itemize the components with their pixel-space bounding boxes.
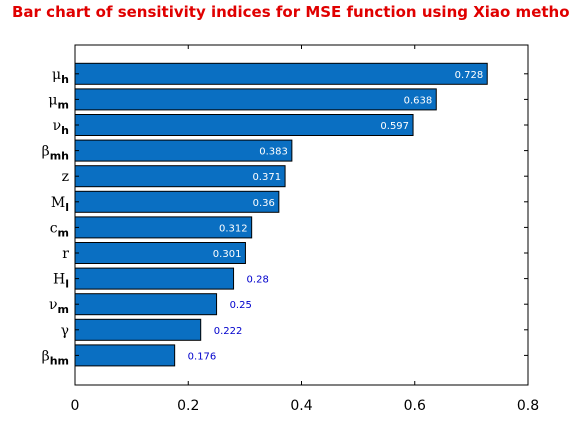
value-label-8: 0.28 xyxy=(247,275,269,286)
bar-11 xyxy=(75,345,175,366)
category-label-8: Hl xyxy=(53,272,69,291)
category-label-9: νm xyxy=(49,297,69,316)
category-label-0: μh xyxy=(52,67,69,86)
category-label-main: ν xyxy=(49,297,58,313)
category-label-main: ν xyxy=(53,118,62,134)
category-label-10: γ xyxy=(61,323,69,339)
value-label-7: 0.301 xyxy=(213,249,242,260)
category-label-sub: l xyxy=(65,201,69,214)
category-label-main: μ xyxy=(52,67,61,83)
category-label-sub: m xyxy=(58,303,69,316)
category-label-sub: mh xyxy=(50,150,69,163)
category-label-3: βmh xyxy=(42,144,69,163)
category-label-main: H xyxy=(53,272,65,288)
bar-9 xyxy=(75,294,217,315)
bar-8 xyxy=(75,268,234,289)
value-label-9: 0.25 xyxy=(230,300,252,311)
bar-0 xyxy=(75,63,487,84)
value-label-1: 0.638 xyxy=(404,95,433,106)
value-label-3: 0.383 xyxy=(259,147,288,158)
value-label-4: 0.371 xyxy=(252,172,281,183)
category-label-5: Ml xyxy=(51,195,69,214)
x-tick-label-0: 0 xyxy=(71,398,80,414)
category-label-main: M xyxy=(51,195,65,211)
value-label-0: 0.728 xyxy=(455,70,484,81)
bar-2 xyxy=(75,115,413,136)
bar-10 xyxy=(75,319,201,340)
chart-title: Bar chart of sensitivity indices for MSE… xyxy=(12,3,570,21)
x-tick-label-3: 0.6 xyxy=(404,398,426,414)
x-tick-label-2: 0.4 xyxy=(290,398,312,414)
category-label-sub: hm xyxy=(50,354,69,367)
category-label-2: νh xyxy=(53,118,69,137)
category-label-sub: l xyxy=(65,278,69,291)
value-label-6: 0.312 xyxy=(219,223,248,234)
category-label-6: cm xyxy=(50,220,69,239)
value-label-2: 0.597 xyxy=(380,121,409,132)
category-label-main: γ xyxy=(61,323,69,339)
bar-1 xyxy=(75,89,436,110)
bar-5 xyxy=(75,191,279,212)
x-tick-label-4: 0.8 xyxy=(517,398,539,414)
value-label-11: 0.176 xyxy=(188,351,217,362)
category-label-main: z xyxy=(62,169,69,185)
category-label-main: r xyxy=(62,246,69,262)
category-label-11: βhm xyxy=(42,348,69,367)
category-label-sub: h xyxy=(61,124,69,137)
category-label-main: c xyxy=(50,220,58,236)
category-label-sub: h xyxy=(61,73,69,86)
value-label-10: 0.222 xyxy=(214,326,243,337)
category-label-sub: m xyxy=(58,226,69,239)
category-label-main: β xyxy=(42,144,50,160)
category-label-sub: m xyxy=(58,98,69,111)
category-label-4: z xyxy=(62,169,69,185)
value-label-5: 0.36 xyxy=(253,198,275,209)
category-label-main: μ xyxy=(48,92,57,108)
category-label-main: β xyxy=(42,348,50,364)
category-label-1: μm xyxy=(48,92,69,111)
category-label-7: r xyxy=(62,246,69,262)
x-tick-label-1: 0.2 xyxy=(177,398,199,414)
